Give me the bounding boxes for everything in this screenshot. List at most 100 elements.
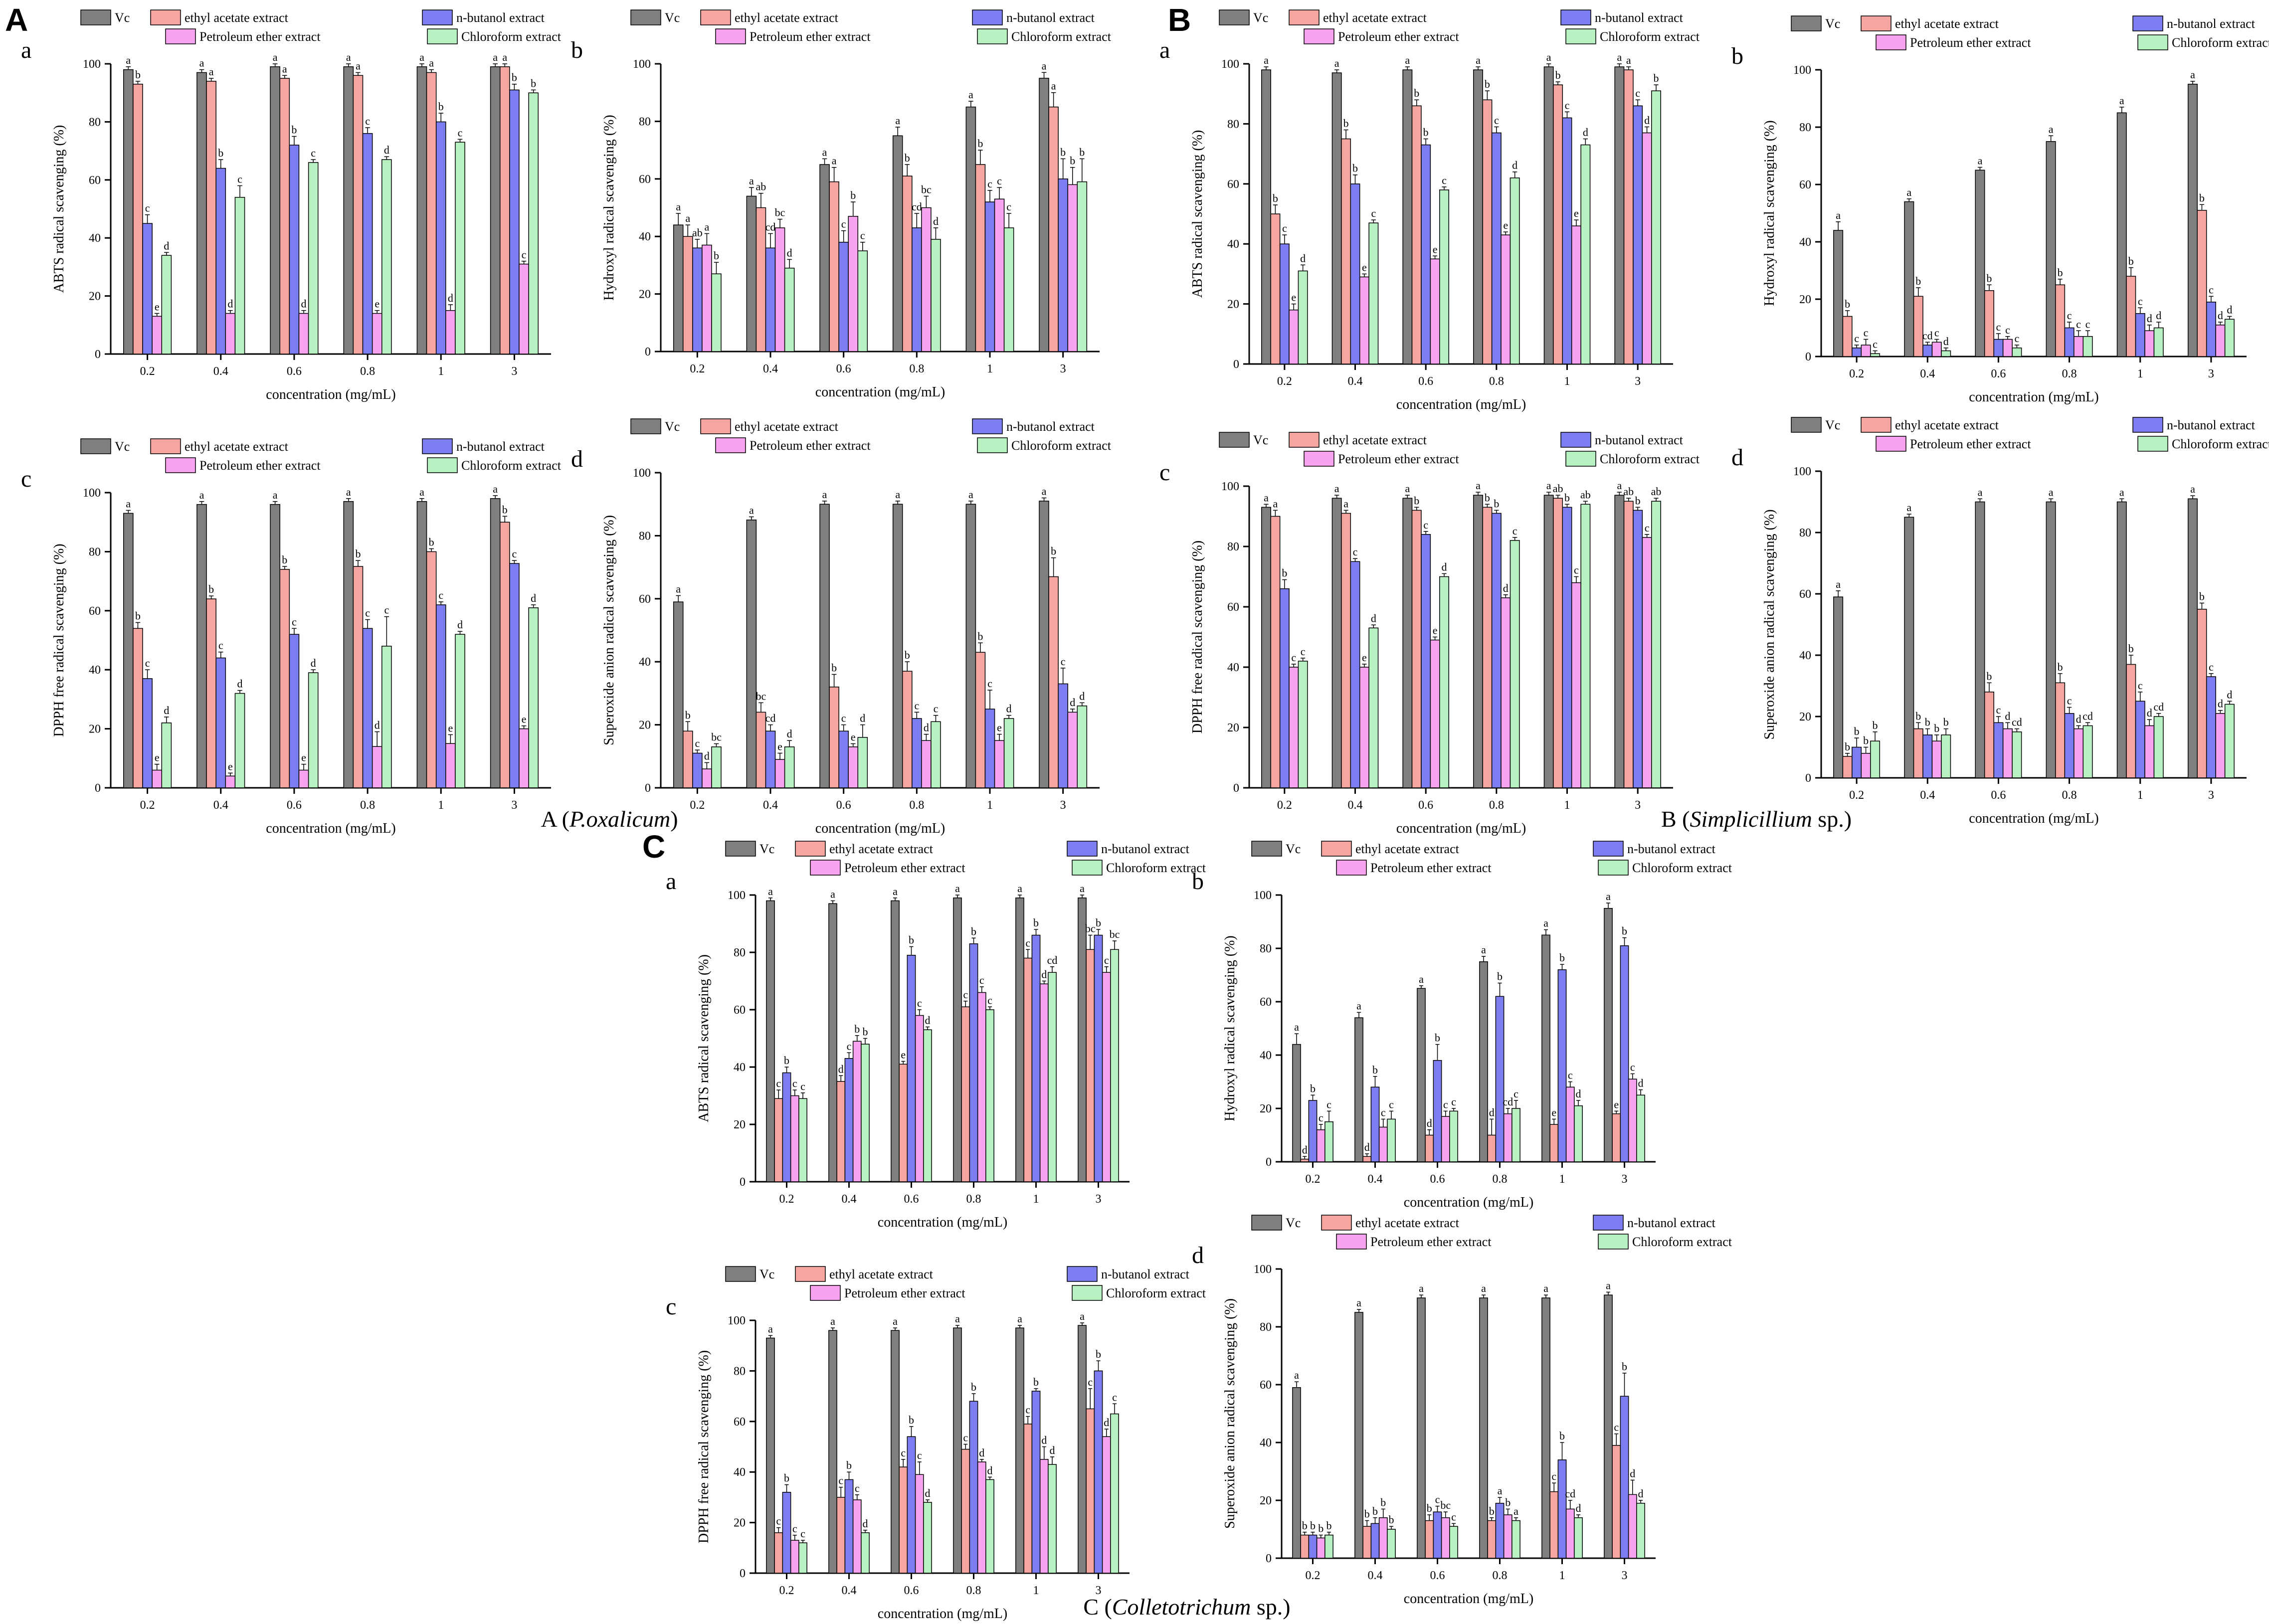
legend-swatch-ethyl-acetate-extract [700,9,731,25]
significance-label: a [2119,94,2124,107]
y-tick-label: 80 [1227,541,1239,553]
bar-n-butanol-extract [1852,348,1862,357]
bar-petroleum-ether-extract [1642,537,1652,788]
legend-swatch-petroleum-ether-extract [810,1285,841,1301]
bar-petroleum-ether-extract [1430,258,1440,364]
bar-n-butanol-extract [1562,507,1572,788]
legend-swatch-petroleum-ether-extract [165,457,196,473]
x-tick-label: 0.4 [1920,367,1935,380]
bar-chloroform-extract [2224,704,2235,778]
significance-label: c [800,1527,805,1540]
significance-label: cd [912,200,922,213]
significance-label: b [977,137,983,150]
x-tick-label: 0.2 [1849,789,1864,802]
x-axis-label: concentration (mg/mL) [1404,1195,1533,1210]
significance-label: b [1986,272,1992,284]
x-axis-label: concentration (mg/mL) [878,1215,1007,1230]
significance-label: c [1435,1493,1440,1506]
significance-label: a [126,498,131,510]
bar-vc [1614,66,1625,364]
x-tick-label: 1 [1564,375,1570,388]
bar-ethyl-acetate-extract [2055,682,2066,778]
significance-label: ab [692,226,703,239]
caption-species: P.oxalicum [569,806,670,832]
legend-label: Chloroform extract [1106,1286,1206,1300]
significance-label: a [893,885,898,898]
significance-label: a [955,1312,960,1325]
bar-ethyl-acetate-extract [2197,210,2207,357]
significance-label: b [1559,951,1565,964]
legend-swatch-vc [80,9,111,25]
bar-petroleum-ether-extract [519,728,529,788]
significance-label: c [2067,309,2072,322]
significance-label: c [860,229,865,242]
y-tick-label: 20 [1799,711,1811,723]
significance-label: c [1513,525,1517,537]
bar-ethyl-acetate-extract [1549,1124,1559,1162]
bar-n-butanol-extract [215,657,226,788]
legend-label: Chloroform extract [461,29,562,44]
legend: Vc ethyl acetate extract n-butanol extract… [1791,417,2269,452]
significance-label: b [135,609,141,622]
significance-label: ab [1553,482,1563,495]
y-tick-label: 40 [1799,236,1811,249]
significance-label: b [135,68,141,81]
sub-panel-label: b [1192,868,1204,895]
significance-label: b [355,547,361,560]
y-tick-label: 80 [1227,118,1239,131]
y-tick-label: 60 [1799,179,1811,191]
significance-label: c [1423,519,1428,531]
bar-vc [416,66,427,355]
bar-ethyl-acetate-extract [1553,84,1563,364]
legend-label: Chloroform extract [1011,438,1112,453]
y-tick-label: 0 [645,346,651,359]
legend-label: Petroleum ether extract [1338,29,1459,44]
significance-label: d [1638,1077,1644,1089]
bar-petroleum-ether-extract [298,313,309,355]
bar-chloroform-extract [2012,348,2022,357]
legend-label: Petroleum ether extract [199,29,321,44]
x-tick-label: 0.6 [1418,799,1433,812]
significance-label: d [787,727,792,740]
bar-petroleum-ether-extract [1565,1508,1575,1559]
x-tick-label: 0.2 [1849,367,1864,380]
y-tick-label: 0 [1805,772,1811,785]
bar-vc [1604,908,1613,1162]
bar-n-butanol-extract [1633,510,1643,788]
bar-ethyl-acetate-extract [1411,510,1422,788]
legend-swatch-ethyl-acetate-extract [150,438,181,454]
bar-n-butanol-extract [692,752,703,788]
significance-label: a [1626,54,1631,66]
bar-petroleum-ether-extract [2215,713,2226,778]
significance-label: d [1489,1106,1495,1118]
bar-vc [953,898,962,1182]
bar-n-butanol-extract [1058,683,1068,788]
significance-label: c [934,703,939,715]
sub-panel-label: d [1192,1242,1204,1268]
bar-chloroform-extract [1368,627,1379,788]
bar-chloroform-extract [923,1029,932,1182]
significance-label: e [522,713,527,725]
legend-label: ethyl acetate extract [735,419,839,434]
bar-vc [892,135,903,352]
bar-petroleum-ether-extract [1441,1517,1450,1559]
legend-label: Vc [759,842,774,856]
significance-label: a [2190,483,2195,495]
significance-label: a [1546,479,1551,492]
legend-swatch-n-butanol-extract [1593,841,1624,857]
bar-ethyl-acetate-extract [1425,1520,1434,1559]
significance-label: b [1845,740,1850,753]
y-tick-label: 100 [1254,1263,1272,1276]
bar-petroleum-ether-extract [372,746,382,788]
legend: Vc ethyl acetate extract n-butanol extract… [1791,15,2269,50]
bar-chloroform-extract [1110,949,1119,1182]
significance-label: b [1380,1496,1386,1508]
bar-chloroform-extract [2153,716,2164,778]
significance-label: a [356,59,361,72]
bar-n-butanol-extract [1279,588,1290,788]
legend-label: Chloroform extract [2172,35,2269,50]
significance-label: d [448,292,453,304]
bar-vc [1039,78,1049,352]
y-tick-label: 20 [1227,298,1239,311]
